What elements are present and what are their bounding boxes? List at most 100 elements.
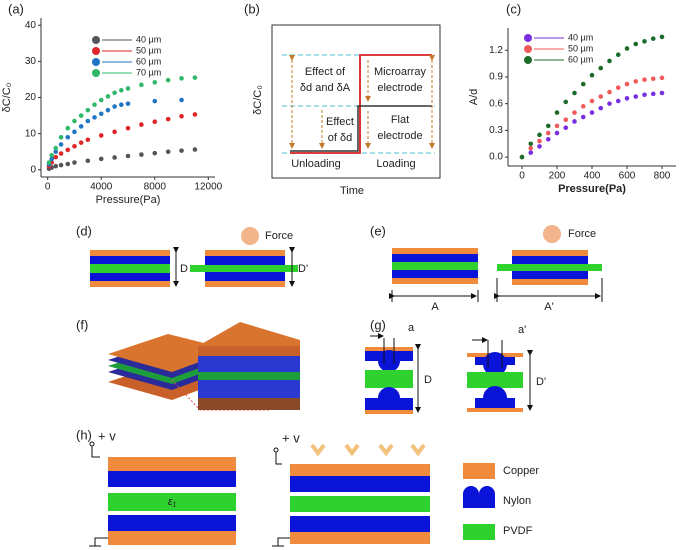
point: [598, 105, 604, 111]
shape: [365, 370, 413, 388]
shape: [108, 471, 236, 487]
point: [58, 162, 64, 168]
point: [98, 97, 104, 103]
legend-label: 50 µm: [568, 43, 593, 53]
shape: [392, 248, 478, 254]
shape: [463, 524, 495, 540]
shape: [108, 493, 236, 511]
panel-e: (e) A A' Force: [370, 223, 603, 313]
legend-marker: [92, 58, 100, 66]
shape: [198, 380, 300, 398]
text: electrode: [377, 130, 422, 142]
panel-label: (e): [370, 223, 386, 238]
shape: [94, 537, 108, 546]
point: [112, 90, 117, 96]
point: [105, 94, 111, 99]
point: [165, 116, 171, 122]
point: [659, 90, 665, 96]
point: [554, 110, 560, 115]
shape: [365, 398, 413, 410]
shape: [365, 410, 413, 414]
flat-curve: [290, 105, 432, 152]
point: [642, 39, 647, 44]
shape: [290, 496, 430, 512]
point: [589, 110, 595, 115]
shape: [205, 272, 285, 281]
shape: [365, 347, 413, 351]
y-tick-label: 10: [25, 128, 37, 139]
y-axis-label: δC/C₀: [252, 85, 264, 115]
y-axis-label: δC/C₀: [1, 83, 13, 113]
point: [72, 143, 77, 149]
point: [615, 98, 621, 104]
shape: [512, 250, 588, 256]
legend-label: 50 µm: [136, 45, 161, 55]
shape: [467, 408, 523, 412]
shape: [463, 463, 495, 479]
legend-label: 70 µm: [136, 67, 161, 77]
point: [659, 34, 665, 40]
point: [563, 125, 569, 131]
panel-label: (b): [244, 1, 260, 16]
point: [642, 92, 647, 98]
panel-g: (g) a D a' D': [365, 317, 546, 414]
x-tick-label: 400: [584, 171, 601, 182]
panel-label: (h): [76, 427, 92, 442]
point: [572, 119, 577, 124]
shape: [512, 279, 588, 285]
point: [125, 153, 131, 159]
point: [633, 94, 639, 99]
y-tick-label: 0.3: [489, 125, 503, 136]
x-tick-label: 0: [519, 171, 525, 182]
shape: [108, 334, 232, 372]
shape: [463, 486, 495, 508]
point: [545, 123, 551, 129]
shape: [198, 398, 300, 410]
shape: [108, 531, 236, 545]
dim-label: D: [180, 263, 188, 275]
x-tick-label: 600: [619, 171, 636, 182]
x-tick-label: 200: [549, 171, 566, 182]
shape: [392, 270, 478, 278]
shape: [392, 262, 478, 270]
point: [165, 77, 171, 83]
point: [139, 82, 144, 88]
shape: [198, 372, 300, 380]
point: [528, 141, 534, 147]
x-axis-label: Pressure(Pa): [96, 194, 161, 206]
panel-label: (g): [370, 317, 386, 332]
point: [580, 81, 586, 87]
point: [152, 80, 158, 85]
text: δd and δA: [300, 82, 351, 94]
y-tick-label: 0.6: [489, 98, 503, 109]
dim-label: A': [544, 301, 553, 313]
point: [65, 134, 71, 140]
point: [580, 104, 586, 109]
legend-label: 60 µm: [136, 56, 161, 66]
dim-label: A: [431, 301, 439, 313]
legend-marker: [92, 36, 100, 44]
point: [53, 149, 59, 155]
point: [85, 158, 91, 164]
point: [139, 152, 144, 157]
point: [607, 101, 612, 106]
point: [642, 77, 647, 82]
legend-marker: [524, 56, 532, 64]
epsilon: ε₁: [168, 496, 177, 508]
legend-marker: [92, 47, 100, 55]
shape: [190, 265, 298, 272]
point: [615, 52, 621, 58]
dim-label: a': [518, 324, 526, 336]
y-axis-label: A/d: [468, 89, 480, 106]
shape: [277, 537, 290, 546]
point: [85, 118, 91, 124]
point: [78, 140, 84, 145]
point: [65, 125, 71, 131]
point: [528, 150, 534, 155]
y-tick-label: 0: [30, 164, 36, 175]
shape: [198, 346, 300, 356]
legend-label: Copper: [503, 465, 539, 477]
shape: [205, 256, 285, 265]
point: [179, 113, 184, 119]
